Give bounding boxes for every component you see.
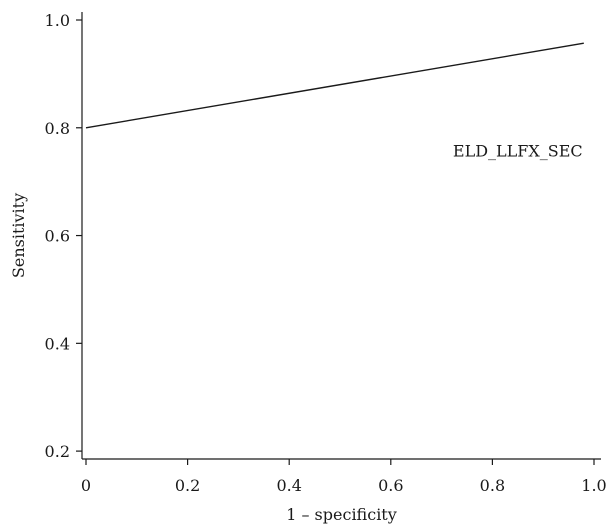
x-tick-label: 0.6 [378, 476, 403, 495]
y-axis-ticks: 0.2 0.4 0.6 0.8 1.0 [45, 11, 82, 461]
y-tick-label: 0.8 [45, 119, 70, 138]
x-tick-label: 0.8 [480, 476, 505, 495]
y-axis-label: Sensitivity [9, 193, 28, 278]
series-lines [85, 42, 584, 129]
y-tick-label: 1.0 [45, 11, 70, 30]
x-axis-label: 1 – specificity [286, 505, 397, 524]
series-line [85, 42, 584, 129]
annotations: ELD_LLFX_SEC [453, 141, 583, 160]
y-tick-label: 0.6 [45, 227, 70, 246]
series-annotation-label: ELD_LLFX_SEC [453, 141, 583, 160]
x-tick-label: 0.4 [276, 476, 301, 495]
x-tick-label: 1.0 [581, 476, 606, 495]
axes [81, 12, 601, 460]
x-tick-label: 0 [81, 476, 91, 495]
x-axis-ticks: 0 0.2 0.4 0.6 0.8 1.0 [81, 459, 607, 495]
y-tick-label: 0.2 [45, 442, 70, 461]
y-tick-label: 0.4 [45, 334, 70, 353]
x-tick-label: 0.2 [175, 476, 200, 495]
